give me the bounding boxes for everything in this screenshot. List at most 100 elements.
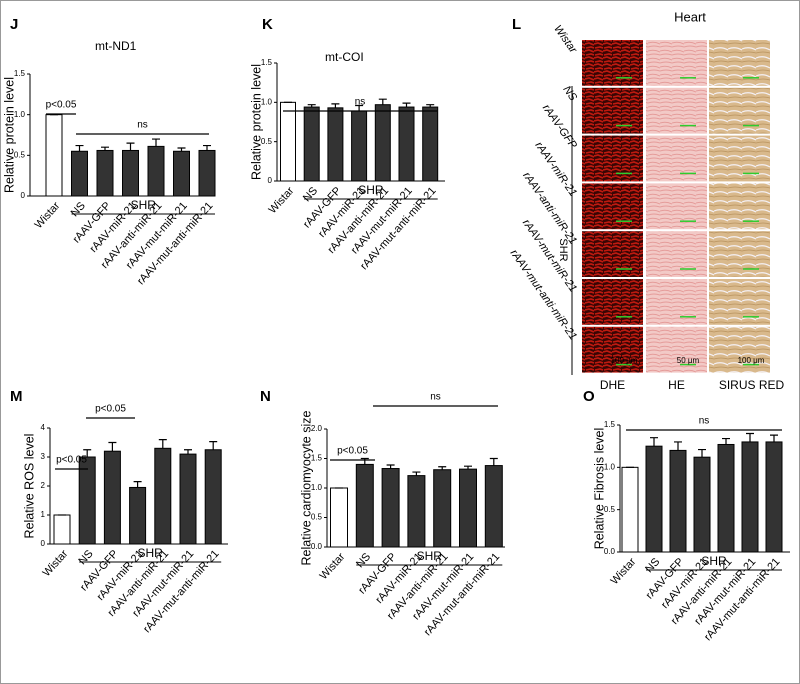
error-bar <box>307 104 316 108</box>
micrograph <box>709 87 770 134</box>
group-label: SHR <box>358 183 384 197</box>
error-bar <box>184 449 192 455</box>
error-bar <box>426 104 435 108</box>
y-axis-label: Relative protein level <box>2 77 16 193</box>
bar <box>355 463 374 548</box>
y-tick-label: 1.5 <box>311 454 323 463</box>
micrograph <box>709 183 770 230</box>
micrograph <box>582 231 643 277</box>
micrograph <box>709 279 770 325</box>
significance-label: ns <box>699 416 710 427</box>
error-bar <box>412 471 421 476</box>
error-bar <box>108 441 117 452</box>
micrograph <box>582 279 643 325</box>
micrograph <box>709 40 770 86</box>
bar <box>621 466 639 553</box>
y-tick-label: 0.0 <box>604 547 616 556</box>
chart-title: mt-COI <box>325 50 364 64</box>
error-bar <box>355 104 364 111</box>
micrograph <box>709 231 770 277</box>
significance-label: p<0.05 <box>46 100 77 111</box>
bar <box>422 106 439 182</box>
error-bar <box>722 437 730 445</box>
bar <box>280 101 296 182</box>
group-label: SHR <box>417 549 443 563</box>
bar <box>53 514 71 545</box>
y-tick-label: 0 <box>41 539 46 548</box>
error-bar <box>386 464 395 469</box>
panel-letter: N <box>260 388 271 405</box>
y-tick-label: 3 <box>41 452 46 461</box>
bar <box>351 110 368 182</box>
bar <box>45 114 63 197</box>
error-bar <box>203 144 211 151</box>
y-tick-label: 0.5 <box>311 513 323 522</box>
micrograph <box>582 183 643 230</box>
micrograph <box>582 135 643 182</box>
column-label: DHE <box>600 378 625 392</box>
bar <box>154 447 172 545</box>
micrograph <box>646 183 707 230</box>
error-bar <box>158 439 167 449</box>
bar <box>407 475 426 548</box>
significance-label: ns <box>137 120 148 131</box>
y-tick-label: 2 <box>41 481 46 490</box>
chart-title: mt-ND1 <box>95 39 137 53</box>
error-bar <box>698 448 706 458</box>
error-bar <box>464 465 472 470</box>
y-tick-label: 2.0 <box>311 424 323 433</box>
y-axis-label: Relative protein level <box>249 64 263 180</box>
bar <box>398 106 415 182</box>
significance-label: ns <box>430 392 441 403</box>
bar <box>765 441 783 553</box>
y-tick-label: 1.5 <box>14 69 26 78</box>
bar <box>173 150 190 197</box>
error-bar <box>152 138 160 147</box>
bar <box>179 453 197 545</box>
significance-label: p<0.05 <box>56 455 87 466</box>
y-tick-label: 0.5 <box>14 150 26 159</box>
y-tick-label: 1.5 <box>261 58 273 67</box>
significance-label: p<0.05 <box>337 446 368 457</box>
bar <box>433 469 452 548</box>
bar <box>129 486 147 545</box>
significance-label: p<0.05 <box>95 404 126 415</box>
error-bar <box>489 457 498 466</box>
error-bar <box>674 441 682 451</box>
y-axis-label: Relative ROS level <box>22 434 36 539</box>
scale-bar-label: 100 μm <box>611 356 638 365</box>
error-bar <box>75 144 84 152</box>
scale-bar-label: 50 μm <box>677 356 700 365</box>
bar <box>204 449 222 545</box>
group-label: SHR <box>701 554 727 568</box>
bar <box>374 104 391 182</box>
micrograph <box>709 326 770 373</box>
micrograph <box>582 87 643 134</box>
bar <box>484 465 503 548</box>
y-tick-label: 1 <box>41 510 46 519</box>
error-bar <box>83 449 92 457</box>
error-bar <box>133 481 142 488</box>
y-tick-label: 0 <box>21 191 26 200</box>
group-label: SHR <box>131 198 157 212</box>
y-tick-label: 1.5 <box>604 420 616 429</box>
micrograph <box>646 87 707 134</box>
y-tick-label: 0.0 <box>311 542 323 551</box>
bar <box>103 450 121 545</box>
bar <box>645 445 663 553</box>
y-tick-label: 1.0 <box>261 97 273 106</box>
group-label: SHR <box>557 238 569 261</box>
error-bar <box>746 432 754 442</box>
y-tick-label: 1.0 <box>311 483 323 492</box>
y-tick-label: 4 <box>41 423 46 432</box>
bar <box>717 443 735 553</box>
bar <box>147 145 165 197</box>
error-bar <box>402 102 411 108</box>
panel-letter: M <box>10 388 23 405</box>
panel-letter: L <box>512 16 521 33</box>
bar <box>71 150 88 197</box>
error-bar <box>209 441 218 450</box>
micrograph <box>646 40 707 86</box>
micrograph <box>582 326 643 373</box>
